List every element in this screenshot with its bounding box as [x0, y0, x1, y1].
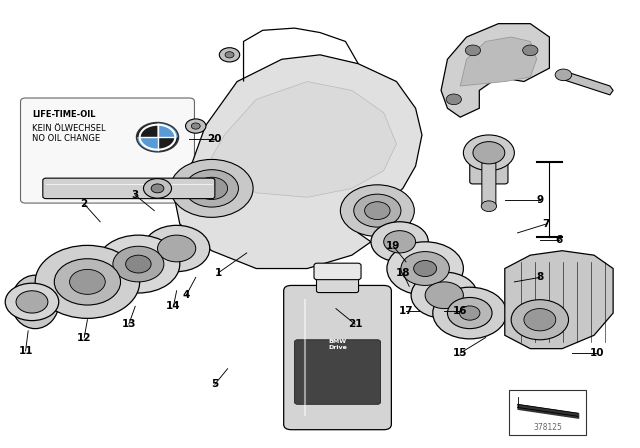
Text: 19: 19 — [386, 241, 401, 251]
Text: 13: 13 — [122, 319, 136, 329]
Circle shape — [113, 246, 164, 282]
Text: 1: 1 — [214, 268, 221, 278]
Text: 16: 16 — [453, 306, 467, 316]
Polygon shape — [212, 82, 396, 197]
Circle shape — [433, 287, 507, 339]
Text: 14: 14 — [166, 302, 180, 311]
Circle shape — [365, 202, 390, 220]
Text: KEIN ÖLWECHSEL: KEIN ÖLWECHSEL — [32, 124, 106, 133]
FancyBboxPatch shape — [314, 263, 361, 280]
Text: 18: 18 — [396, 268, 410, 278]
Text: 378125: 378125 — [533, 423, 562, 432]
Circle shape — [143, 179, 172, 198]
Circle shape — [425, 282, 463, 309]
Circle shape — [465, 45, 481, 56]
Text: 7: 7 — [543, 219, 550, 229]
Circle shape — [170, 159, 253, 217]
Ellipse shape — [12, 275, 59, 329]
Wedge shape — [157, 137, 179, 152]
Text: 9: 9 — [536, 194, 543, 205]
Circle shape — [220, 47, 240, 62]
Circle shape — [523, 45, 538, 56]
Circle shape — [97, 235, 180, 293]
Text: 01 39 9 791 197: 01 39 9 791 197 — [88, 191, 146, 197]
Text: 10: 10 — [590, 348, 604, 358]
FancyBboxPatch shape — [284, 285, 392, 430]
Circle shape — [555, 69, 572, 81]
Polygon shape — [505, 251, 613, 349]
Circle shape — [384, 231, 415, 253]
Text: 8: 8 — [536, 272, 543, 282]
Circle shape — [186, 119, 206, 133]
FancyBboxPatch shape — [482, 163, 496, 207]
Polygon shape — [441, 24, 549, 117]
Text: LIFE-TIME-OIL: LIFE-TIME-OIL — [32, 111, 95, 120]
Text: 12: 12 — [77, 332, 92, 343]
FancyBboxPatch shape — [317, 273, 358, 293]
Circle shape — [191, 123, 200, 129]
Circle shape — [411, 272, 477, 319]
Circle shape — [463, 135, 515, 171]
Circle shape — [185, 170, 239, 207]
Circle shape — [447, 297, 492, 329]
Polygon shape — [173, 55, 422, 268]
Text: 11: 11 — [19, 346, 33, 356]
Text: 17: 17 — [399, 306, 413, 316]
Circle shape — [387, 242, 463, 295]
Polygon shape — [562, 70, 613, 95]
Circle shape — [54, 259, 120, 305]
Circle shape — [511, 300, 568, 340]
Wedge shape — [136, 122, 157, 137]
Text: 3: 3 — [132, 190, 139, 200]
Circle shape — [473, 142, 505, 164]
FancyBboxPatch shape — [470, 151, 508, 184]
Circle shape — [125, 255, 151, 273]
Circle shape — [354, 194, 401, 227]
Circle shape — [371, 222, 428, 262]
FancyBboxPatch shape — [20, 98, 195, 203]
FancyBboxPatch shape — [509, 390, 586, 435]
Text: 15: 15 — [453, 348, 467, 358]
Text: 2: 2 — [81, 199, 88, 209]
Text: 20: 20 — [207, 134, 222, 144]
Circle shape — [196, 177, 228, 199]
FancyBboxPatch shape — [43, 178, 215, 198]
Circle shape — [35, 246, 140, 319]
Circle shape — [151, 184, 164, 193]
Circle shape — [340, 185, 414, 237]
Text: NO OIL CHANGE: NO OIL CHANGE — [32, 134, 100, 142]
Circle shape — [16, 291, 48, 313]
Text: 4: 4 — [182, 290, 190, 300]
Polygon shape — [460, 37, 537, 86]
Circle shape — [460, 306, 480, 320]
FancyBboxPatch shape — [294, 340, 381, 404]
Text: 5: 5 — [211, 379, 218, 389]
Wedge shape — [136, 137, 157, 152]
Circle shape — [524, 309, 556, 331]
Circle shape — [413, 260, 436, 276]
Circle shape — [157, 235, 196, 262]
Circle shape — [225, 52, 234, 58]
Circle shape — [70, 269, 105, 294]
Circle shape — [143, 225, 210, 271]
Wedge shape — [157, 122, 179, 137]
Circle shape — [401, 252, 449, 285]
Circle shape — [446, 94, 461, 105]
Circle shape — [5, 283, 59, 321]
Text: 21: 21 — [348, 319, 362, 329]
Text: BMW
Drive: BMW Drive — [328, 339, 347, 349]
Circle shape — [481, 201, 497, 211]
Text: 6: 6 — [556, 235, 563, 245]
